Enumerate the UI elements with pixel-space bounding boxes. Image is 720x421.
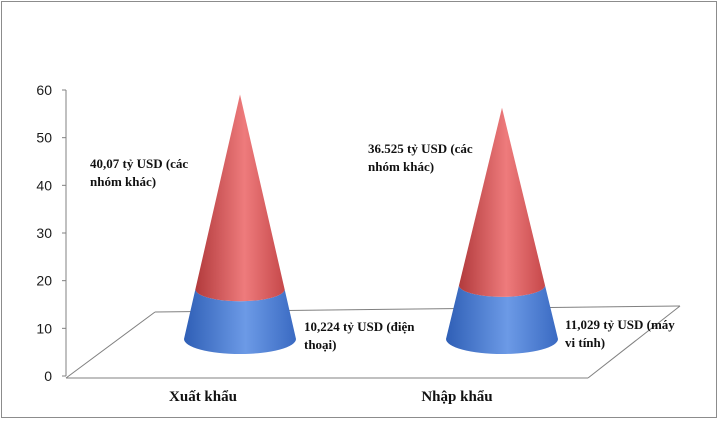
y-tick-label: 0: [44, 368, 52, 384]
y-axis-ticks: 0 10 20 30 40 50 60: [36, 82, 66, 384]
cone-segment-bottom-xuat-khau: [184, 289, 296, 354]
data-label-nhap-khau-others: 36.525 tỷ USD (các nhóm khác): [368, 141, 473, 174]
cone-segment-bottom-nhap-khau: [446, 285, 558, 354]
data-label-xuat-khau-others: 40,07 tỷ USD (các nhóm khác): [90, 156, 188, 189]
y-tick-label: 20: [36, 273, 52, 289]
floor-left-edge: [65, 311, 156, 379]
y-tick-label: 60: [36, 82, 52, 98]
cone-segment-top-nhap-khau: [458, 107, 546, 297]
cones: [184, 94, 558, 354]
cone-segment-top-xuat-khau: [195, 94, 285, 302]
y-tick-label: 40: [36, 177, 52, 193]
y-tick-label: 30: [36, 225, 52, 241]
data-label-xuat-khau-phones: 10,224 tỷ USD (điện thoại): [304, 319, 415, 352]
y-tick-label: 50: [36, 130, 52, 146]
floor-right-edge: [587, 305, 681, 379]
data-label-nhap-khau-computers: 11,029 tỷ USD (máy vi tính): [565, 317, 675, 350]
category-label-nhap-khau: Nhập khẩu: [421, 389, 492, 405]
category-label-xuat-khau: Xuất khẩu: [169, 389, 237, 405]
y-tick-label: 10: [36, 320, 52, 336]
